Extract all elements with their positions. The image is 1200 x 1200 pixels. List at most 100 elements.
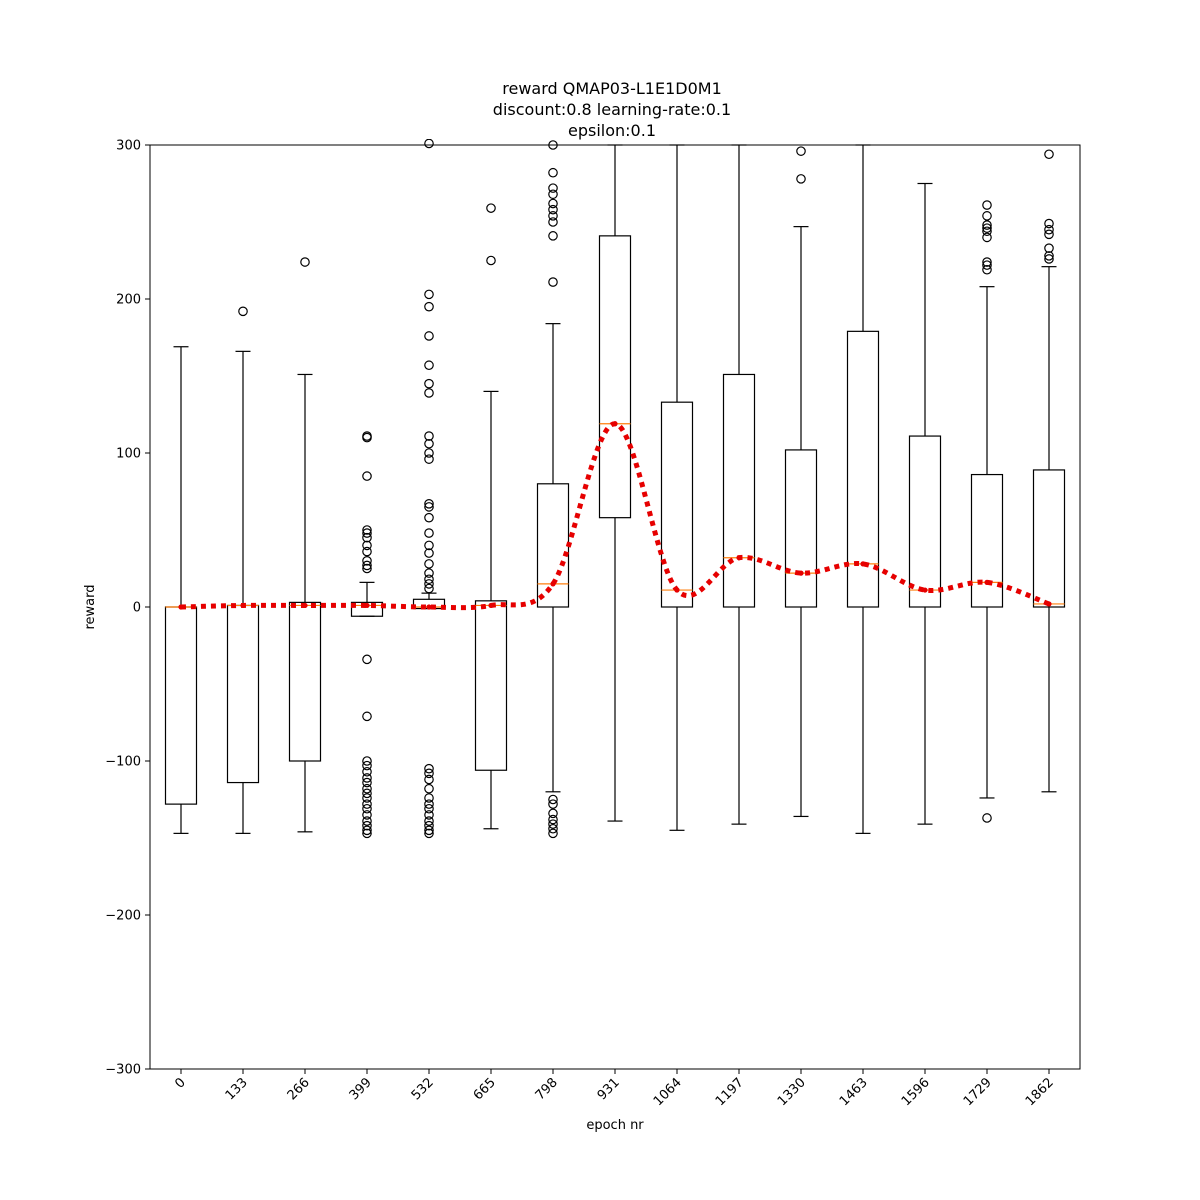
plot-area	[164, 139, 1066, 839]
median-trend-point	[178, 604, 184, 610]
flier-point	[548, 183, 558, 193]
x-axis: 0 133 266 399 532 665 798 931 1064 1197 1330 1463 15…	[172, 1069, 1057, 1109]
flier-point	[1044, 149, 1054, 160]
y-tick-label: −200	[105, 909, 141, 924]
flier-point	[548, 819, 558, 829]
flier-point	[362, 777, 372, 788]
flier-point	[362, 820, 372, 831]
flier-point	[424, 583, 434, 594]
flier-point	[424, 768, 434, 779]
flier-point	[362, 546, 372, 557]
flier-point	[362, 803, 372, 814]
iqr-box	[598, 235, 632, 519]
flier-point	[982, 257, 992, 267]
flier-point	[982, 220, 992, 230]
y-axis: −300 −200 −100 0 100 200 300	[105, 139, 150, 1078]
y-tick-label: 100	[116, 447, 141, 462]
flier-point	[486, 203, 496, 213]
flier-point	[362, 756, 372, 766]
iqr-box	[784, 449, 818, 608]
flier-point	[424, 548, 434, 558]
x-tick-label: 1862	[1023, 1075, 1057, 1109]
flier-point	[982, 223, 992, 233]
box-0	[164, 346, 198, 834]
box-1729	[970, 200, 1004, 823]
flier-point	[424, 799, 434, 809]
iqr-box	[288, 601, 322, 762]
flier-point	[362, 773, 372, 783]
flier-point	[1044, 251, 1054, 261]
y-tick-label: −100	[105, 755, 141, 770]
flier-point	[548, 794, 558, 805]
flier-point	[982, 260, 992, 270]
flier-point	[424, 783, 434, 794]
box-1197	[722, 144, 756, 825]
iqr-box	[846, 330, 880, 608]
box-1596	[908, 182, 942, 825]
flier-point	[548, 211, 558, 221]
flier-point	[362, 810, 372, 820]
x-tick-label: 1596	[899, 1075, 933, 1109]
flier-point	[362, 828, 372, 839]
iqr-box	[908, 435, 942, 608]
flier-point	[362, 525, 372, 535]
box-133	[226, 306, 260, 834]
median-trend-point	[922, 587, 928, 593]
box-532	[412, 139, 446, 839]
flier-point	[362, 555, 372, 566]
flier-point	[362, 788, 372, 799]
flier-point	[362, 654, 372, 665]
flier-point	[424, 431, 434, 441]
flier-point	[424, 574, 434, 585]
flier-point	[1044, 254, 1054, 264]
median-trend-point	[488, 602, 494, 609]
flier-point	[548, 167, 558, 178]
flier-point	[362, 760, 372, 771]
y-tick-label: 0	[133, 601, 141, 616]
flier-point	[548, 231, 558, 241]
box-931	[598, 144, 632, 822]
iqr-box	[474, 600, 508, 771]
flier-point	[548, 823, 558, 834]
flier-point	[424, 454, 434, 464]
box-1463	[846, 144, 880, 834]
flier-point	[424, 803, 434, 814]
flier-point	[548, 799, 558, 809]
flier-point	[1044, 218, 1054, 229]
iqr-box	[226, 604, 260, 784]
flier-point	[424, 810, 434, 820]
median-trend-point	[240, 602, 246, 609]
x-tick-label: 0	[172, 1075, 188, 1091]
chart-title: reward QMAP03-L1E1D0M1 discount:0.8 lear…	[493, 79, 731, 140]
flier-point	[982, 226, 992, 237]
flier-point	[424, 499, 434, 509]
flier-point	[548, 189, 558, 200]
flier-point	[982, 200, 992, 210]
x-tick-label: 1729	[961, 1075, 995, 1109]
flier-point	[982, 232, 992, 243]
flier-point	[424, 528, 434, 538]
flier-point	[362, 711, 372, 722]
y-axis-label: reward	[83, 584, 98, 629]
x-tick-label: 1463	[837, 1075, 871, 1109]
x-tick-label: 532	[409, 1075, 437, 1103]
median-trend-point	[1046, 601, 1052, 607]
x-tick-label: 665	[471, 1075, 499, 1103]
flier-point	[300, 257, 310, 267]
y-tick-label: 200	[116, 293, 141, 308]
flier-point	[424, 289, 434, 300]
x-tick-label: 1197	[713, 1075, 747, 1109]
flier-point	[362, 793, 372, 803]
median-trend-point	[798, 570, 804, 576]
flier-point	[1044, 243, 1054, 253]
flier-point	[424, 828, 434, 839]
box-798	[536, 140, 570, 839]
flier-point	[424, 360, 434, 371]
flier-point	[424, 774, 434, 785]
flier-point	[424, 540, 434, 551]
flier-point	[796, 174, 806, 184]
flier-point	[424, 568, 434, 578]
flier-point	[362, 431, 372, 441]
title-line-1: reward QMAP03-L1E1D0M1	[502, 79, 722, 98]
flier-point	[424, 816, 434, 826]
